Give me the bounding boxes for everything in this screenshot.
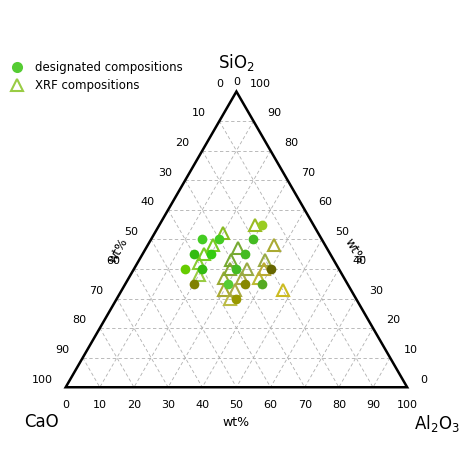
Text: 30: 30 xyxy=(369,286,383,296)
Text: 80: 80 xyxy=(332,400,346,410)
Text: wt%: wt% xyxy=(106,236,131,265)
Text: 50: 50 xyxy=(229,400,244,410)
Text: 20: 20 xyxy=(386,315,401,326)
Text: 30: 30 xyxy=(161,400,175,410)
Text: 0: 0 xyxy=(62,400,69,410)
Text: 80: 80 xyxy=(284,138,298,148)
Text: 40: 40 xyxy=(141,197,155,207)
Text: 30: 30 xyxy=(158,167,172,178)
Text: 10: 10 xyxy=(93,400,107,410)
Text: CaO: CaO xyxy=(24,413,59,431)
Text: 10: 10 xyxy=(192,109,206,118)
Legend: designated compositions, XRF compositions: designated compositions, XRF composition… xyxy=(1,57,188,97)
Text: 20: 20 xyxy=(175,138,189,148)
Text: 40: 40 xyxy=(352,256,366,266)
Text: 10: 10 xyxy=(403,345,418,355)
Text: 100: 100 xyxy=(250,79,271,89)
Text: 90: 90 xyxy=(366,400,380,410)
Text: wt%: wt% xyxy=(223,416,250,429)
Text: 70: 70 xyxy=(301,167,315,178)
Text: 90: 90 xyxy=(267,109,281,118)
Text: SiO$_2$: SiO$_2$ xyxy=(218,52,255,73)
Text: 80: 80 xyxy=(73,315,87,326)
Text: 50: 50 xyxy=(124,227,138,237)
Text: 70: 70 xyxy=(298,400,312,410)
Text: 40: 40 xyxy=(195,400,210,410)
Text: 90: 90 xyxy=(55,345,70,355)
Text: 0: 0 xyxy=(233,77,240,87)
Text: 100: 100 xyxy=(397,400,418,410)
Text: 0: 0 xyxy=(216,79,223,89)
Text: 0: 0 xyxy=(420,374,428,384)
Text: 60: 60 xyxy=(318,197,332,207)
Text: 70: 70 xyxy=(90,286,104,296)
Text: 50: 50 xyxy=(335,227,349,237)
Text: wt%: wt% xyxy=(342,236,367,265)
Text: 20: 20 xyxy=(127,400,141,410)
Text: 100: 100 xyxy=(31,374,53,384)
Text: Al$_2$O$_3$: Al$_2$O$_3$ xyxy=(414,413,460,434)
Text: 60: 60 xyxy=(107,256,121,266)
Text: 60: 60 xyxy=(264,400,278,410)
